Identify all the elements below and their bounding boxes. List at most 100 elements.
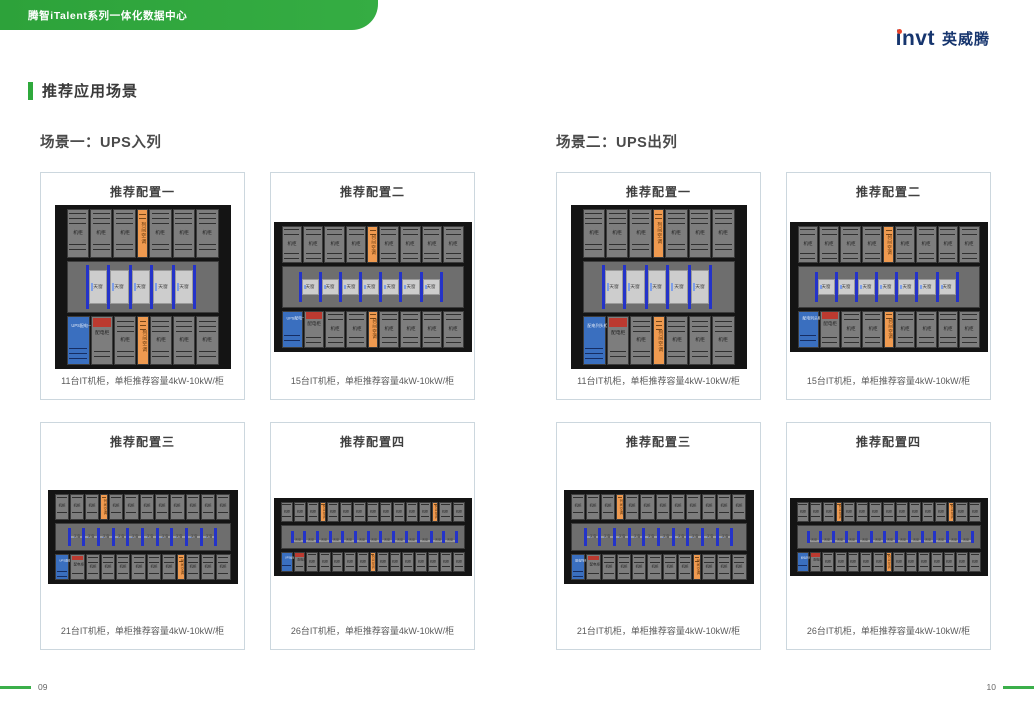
skylight-panel: 天窗 bbox=[407, 539, 418, 542]
config-panel: 推荐配置三 机柜 机柜 机柜 列间空调 机柜 机柜 机柜 机柜 机柜 机柜 机柜 机柜 天窗 天窗 天窗 天窗… bbox=[40, 422, 245, 650]
rack-vent bbox=[69, 243, 87, 254]
ups-label: 配电列头柜 bbox=[800, 556, 814, 560]
rack-vent bbox=[920, 553, 928, 559]
skylight-group: 天窗 天窗 天窗 天窗 天窗 天窗 天窗 bbox=[298, 267, 443, 306]
skylight-handle bbox=[880, 285, 883, 289]
rack-label: 机柜 bbox=[309, 560, 316, 564]
rack-label: 机柜 bbox=[119, 565, 127, 569]
skylight-label: 天窗 bbox=[589, 535, 596, 539]
rack-vent bbox=[897, 516, 906, 521]
it-rack-cell: 机柜 bbox=[665, 316, 688, 366]
it-rack-cell: 机柜 bbox=[585, 494, 601, 520]
skylight-label: 天窗 bbox=[942, 284, 952, 290]
rack-vent bbox=[632, 213, 650, 225]
rack-vent bbox=[394, 516, 403, 521]
rack-vent bbox=[603, 557, 614, 563]
skylight-panel: 天窗 bbox=[923, 539, 934, 542]
rack-vent bbox=[865, 337, 881, 345]
rack-vent bbox=[864, 229, 880, 238]
cabinet-row: 机柜 机柜 机柜 机柜 列间空调 机柜 机柜 机柜 机柜 bbox=[797, 226, 980, 264]
rack-vent bbox=[148, 557, 159, 563]
rack-vent bbox=[811, 516, 820, 521]
rack-label: 机柜 bbox=[900, 326, 910, 332]
rack-vent bbox=[897, 314, 913, 323]
rack-label: 机柜 bbox=[202, 338, 213, 343]
aisle-end-right bbox=[443, 267, 463, 306]
rack-vent bbox=[703, 512, 714, 517]
rack-vent bbox=[92, 243, 110, 254]
red-distribution-box bbox=[92, 318, 112, 328]
rack-vent bbox=[932, 566, 941, 570]
skylight-label: 天窗 bbox=[92, 284, 103, 290]
rack-vent bbox=[608, 213, 626, 225]
config-grid-right: 推荐配置一 机柜 机柜 机柜 列间空调 机柜 机柜 机柜 天窗 天窗 天窗 天窗 天窗 配电列头柜 配电柜… bbox=[556, 172, 992, 650]
rack-vent bbox=[333, 566, 342, 570]
rack-label: 机柜 bbox=[343, 510, 350, 514]
it-rack-cell: 机柜 bbox=[822, 551, 834, 572]
rack-vent bbox=[381, 504, 390, 509]
rack-vent bbox=[416, 553, 425, 559]
skylight-label: 天窗 bbox=[849, 539, 856, 543]
rack-label: 机柜 bbox=[204, 565, 212, 569]
skylight-handle bbox=[323, 285, 326, 289]
aisle-door-bar bbox=[67, 528, 71, 546]
rack-vent bbox=[691, 320, 709, 332]
rack-label: 机柜 bbox=[443, 560, 450, 564]
aisle-door-bar bbox=[341, 531, 345, 543]
aisle-end-left bbox=[282, 526, 291, 547]
red-distribution-box bbox=[821, 312, 839, 320]
inrow-ac-cell: 列间空调 bbox=[693, 554, 701, 581]
aisle-door-bar bbox=[419, 271, 423, 303]
rack-vent bbox=[608, 243, 626, 254]
it-rack-cell: 机柜 bbox=[124, 494, 139, 520]
inrow-ac-cell: 列间空调 bbox=[653, 316, 665, 366]
footer-accent-line bbox=[0, 685, 31, 689]
rack-vent bbox=[572, 496, 583, 503]
it-rack-cell: 机柜 bbox=[443, 310, 464, 348]
pdu-label: 配电柜 bbox=[823, 321, 837, 327]
skylight-panel: 天窗 bbox=[604, 270, 624, 304]
rack-label: 机柜 bbox=[359, 560, 366, 564]
inrow-ac-cell: 列间空调 bbox=[136, 209, 149, 258]
rack-vent bbox=[454, 504, 463, 509]
ac-vent bbox=[371, 554, 375, 558]
rack-diagram: 机柜 机柜 机柜 列间空调 机柜 机柜 机柜 机柜 机柜 机柜 机柜 机柜 天窗 天窗 天窗 天窗 天窗 天窗 天窗… bbox=[563, 490, 754, 584]
rack-vent bbox=[378, 566, 387, 570]
it-rack-cell: 机柜 bbox=[882, 502, 895, 523]
skylight-panel: 天窗 bbox=[626, 270, 645, 304]
rack-vent bbox=[920, 566, 928, 570]
ups-label: 配电列头柜 bbox=[586, 324, 608, 329]
skylight-panel: 天窗 bbox=[420, 539, 430, 542]
ac-label: 列间空调 bbox=[695, 559, 699, 576]
pdu-label: 配电柜 bbox=[307, 321, 321, 327]
aisle-door-bar bbox=[290, 531, 294, 543]
rack-vent bbox=[152, 351, 170, 361]
rack-vent bbox=[970, 553, 979, 559]
it-rack-cell: 机柜 bbox=[402, 551, 414, 572]
ac-vent bbox=[618, 496, 623, 502]
skylight-handle bbox=[176, 282, 179, 291]
skylight-panel: 天窗 bbox=[402, 278, 420, 296]
rack-label: 机柜 bbox=[392, 560, 399, 564]
aisle-door-bar bbox=[945, 531, 949, 543]
it-rack-cell: 机柜 bbox=[843, 502, 856, 523]
rack-vent bbox=[919, 314, 935, 323]
rack-label: 机柜 bbox=[671, 230, 682, 236]
it-rack-cell: 机柜 bbox=[818, 226, 840, 264]
ac-vent bbox=[887, 554, 891, 558]
rack-vent bbox=[381, 516, 390, 521]
aisle-door-bar bbox=[687, 264, 691, 310]
aisle-door-bar bbox=[379, 531, 383, 543]
rack-vent bbox=[918, 252, 934, 260]
it-rack-cell: 机柜 bbox=[200, 494, 216, 520]
page-number-left: 09 bbox=[38, 682, 48, 692]
skylight-handle bbox=[859, 285, 862, 289]
it-rack-cell: 机柜 bbox=[439, 502, 452, 523]
skylight-label: 天窗 bbox=[366, 284, 376, 290]
inrow-ac-cell: 列间空调 bbox=[885, 551, 892, 572]
rack-vent bbox=[420, 504, 429, 509]
config-title: 推荐配置四 bbox=[855, 435, 921, 449]
it-rack-cell: 机柜 bbox=[701, 494, 716, 520]
rack-vent bbox=[691, 243, 709, 254]
rack-label: 机柜 bbox=[908, 560, 915, 564]
